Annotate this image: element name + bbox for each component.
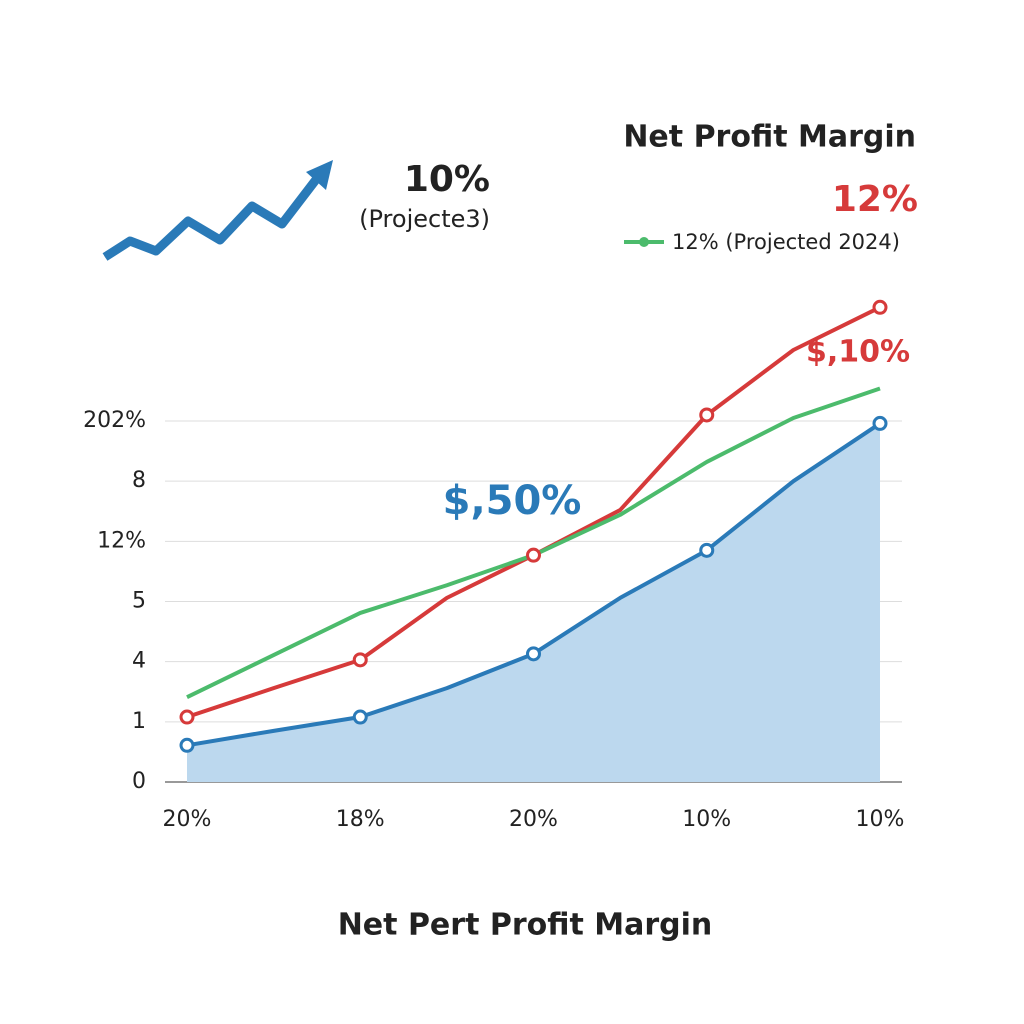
x-tick-label: 20% <box>163 807 212 832</box>
annotation: $,10% <box>806 335 910 370</box>
y-tick-label: 0 <box>132 769 146 794</box>
marker <box>179 709 195 725</box>
legend-label: 12% (Projected 2024) <box>672 230 900 254</box>
marker <box>352 652 368 668</box>
x-tick-label: 10% <box>682 807 731 832</box>
legend-swatch-dot <box>639 237 649 247</box>
marker <box>699 407 715 423</box>
y-tick-label: 12% <box>97 528 146 553</box>
x-tick-label: 18% <box>336 807 385 832</box>
marker <box>352 709 368 725</box>
legend: 12% (Projected 2024) <box>624 230 900 254</box>
kpi-caption: (Projecte3) <box>359 205 490 233</box>
y-tick-label: 202% <box>83 408 146 433</box>
y-tick-label: 5 <box>132 589 146 614</box>
annotation: $,50% <box>443 478 582 524</box>
area <box>187 423 880 782</box>
chart-title: Net Profit Margin <box>623 120 916 155</box>
x-tick-label: 20% <box>509 807 558 832</box>
marker <box>526 547 541 563</box>
marker <box>872 415 888 431</box>
x-axis-title: Net Pert Profit Margin <box>338 908 713 943</box>
y-tick-label: 8 <box>132 468 146 493</box>
marker <box>526 646 541 662</box>
headline: 12% <box>832 179 918 220</box>
y-tick-label: 4 <box>132 649 146 674</box>
trend-icon <box>102 160 333 261</box>
y-tick-label: 1 <box>132 709 146 734</box>
kpi-value: 10% <box>404 159 490 200</box>
marker <box>179 737 195 753</box>
marker <box>699 542 715 558</box>
x-tick-label: 10% <box>856 807 905 832</box>
marker <box>872 299 888 315</box>
